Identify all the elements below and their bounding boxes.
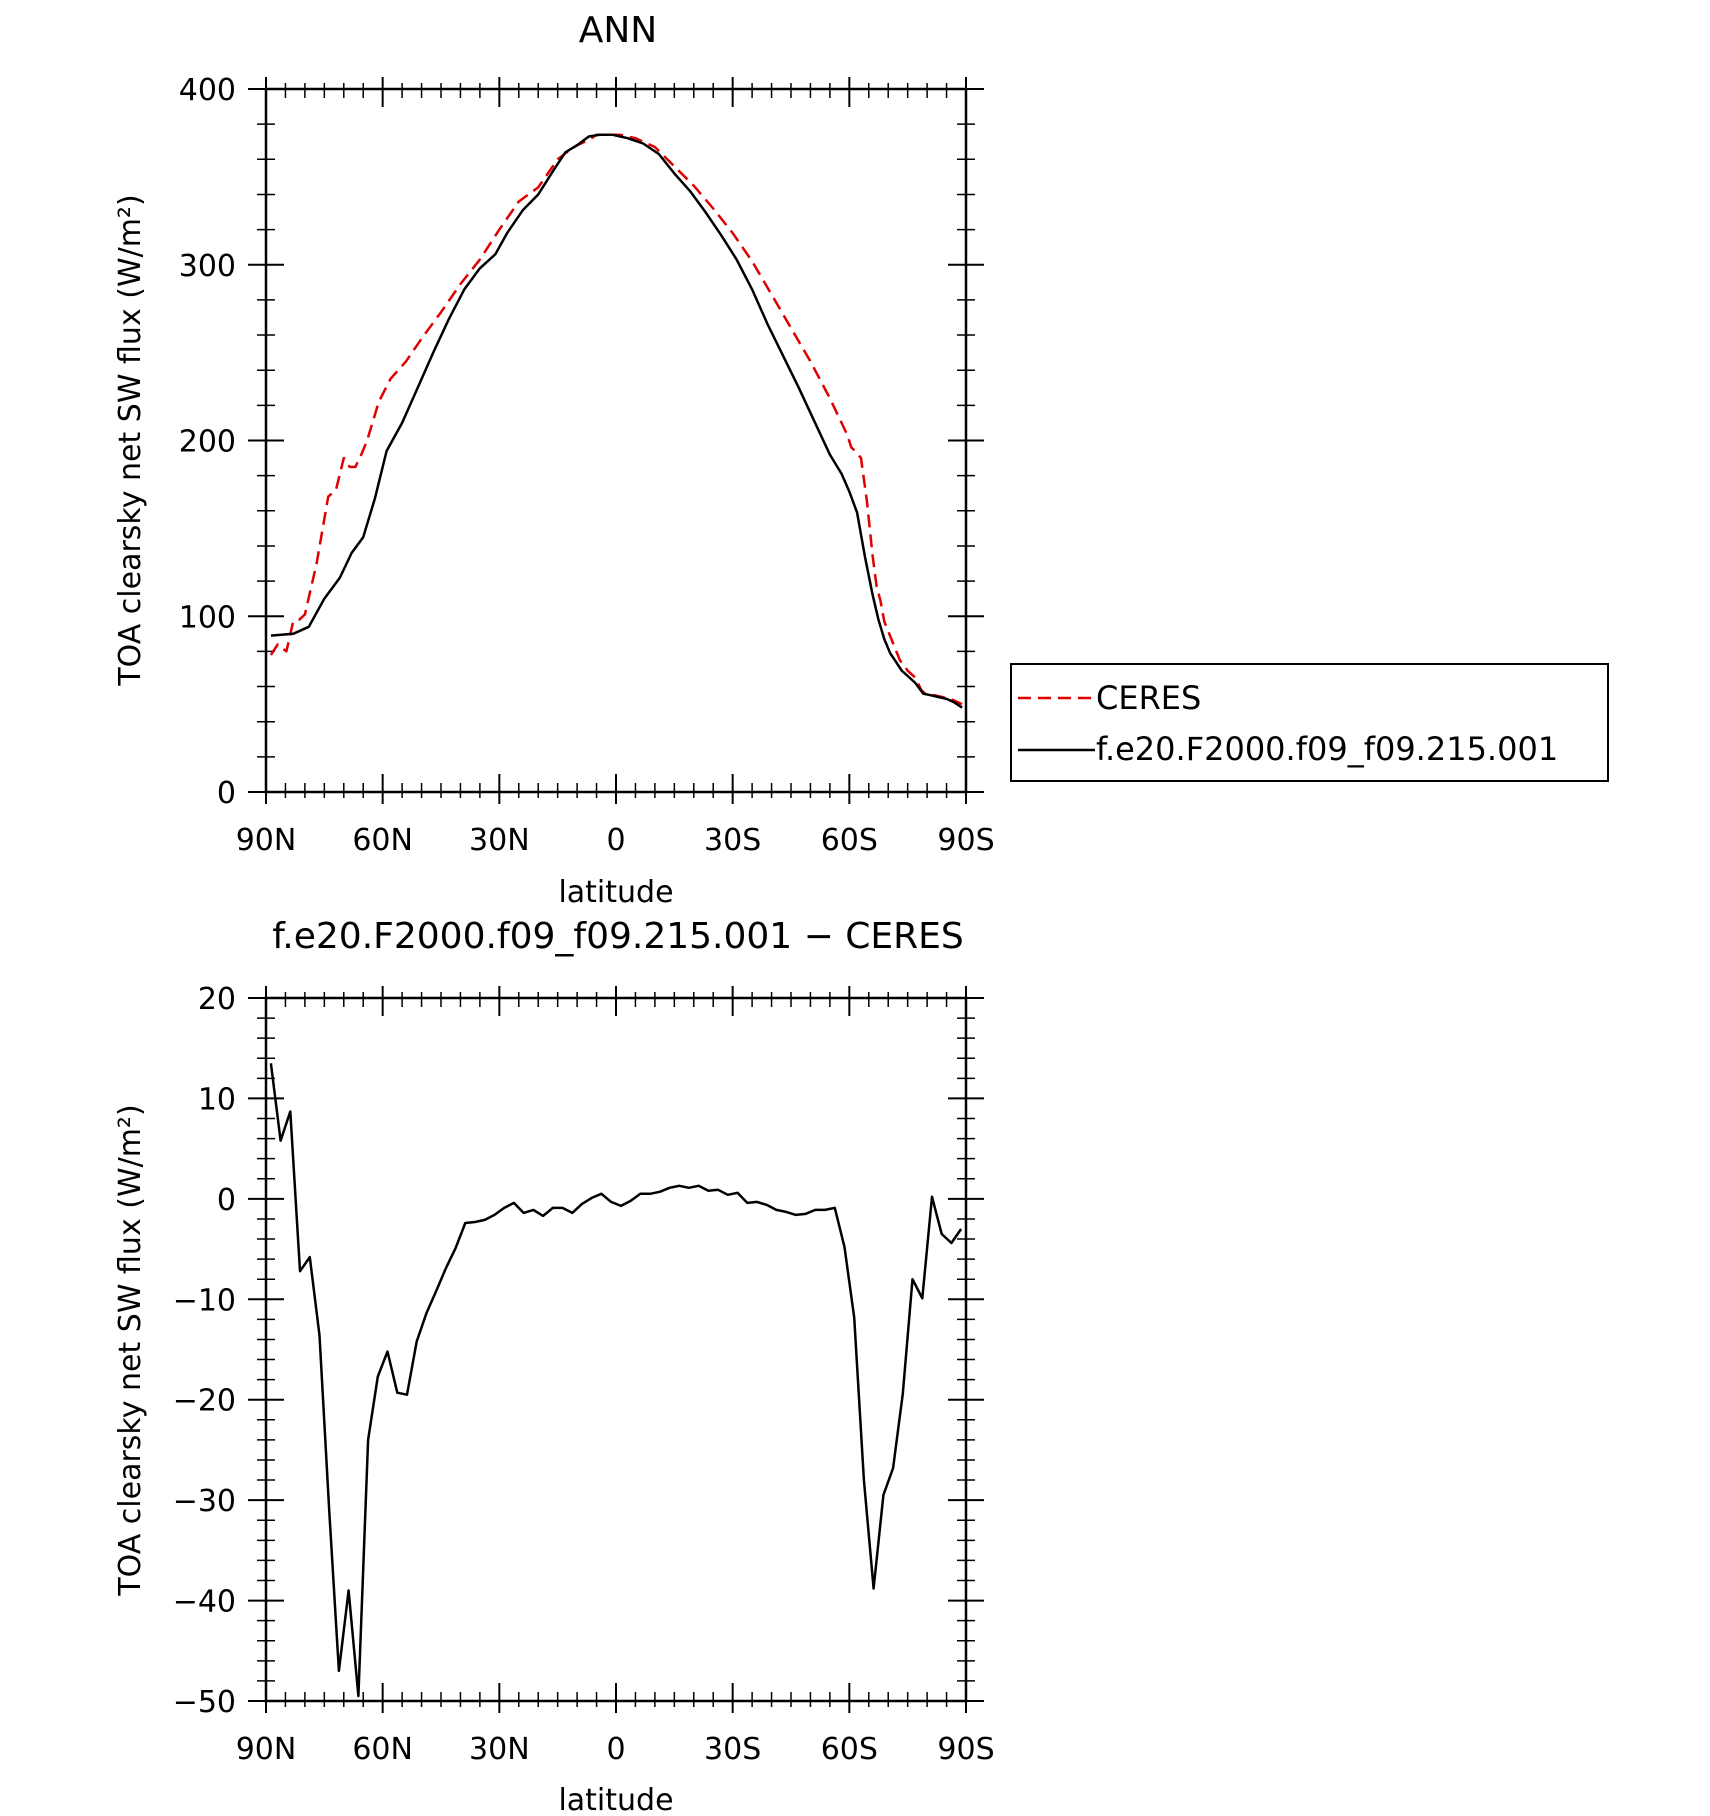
legend-model-label: f.e20.F2000.f09_f09.215.001: [1096, 730, 1558, 768]
series-line-ceres: [269, 133, 963, 706]
x-tick-label: 60N: [352, 823, 413, 858]
x-tick-label: 90S: [937, 1732, 994, 1767]
x-tick-label: 30N: [469, 823, 530, 858]
y-tick-label: −40: [173, 1585, 236, 1620]
y-tick-label: −10: [173, 1283, 236, 1318]
x-tick-label: 90S: [937, 823, 994, 858]
y-tick-label: −20: [173, 1384, 236, 1419]
y-tick-label: 400: [179, 73, 236, 108]
top-chart-x-axis-title: latitude: [558, 875, 673, 910]
top-chart-y-axis-title: TOA clearsky net SW flux (W/m²): [113, 194, 148, 686]
x-tick-label: 90N: [236, 1732, 297, 1767]
bottom-chart-panel: f.e20.F2000.f09_f09.215.001 − CERES 90N 6…: [113, 916, 995, 1816]
y-tick-label: −50: [173, 1685, 236, 1720]
y-tick-label: −30: [173, 1484, 236, 1519]
legend-box: [1010, 663, 1609, 782]
x-tick-label: 60N: [352, 1732, 413, 1767]
bottom-chart-x-tick-labels: 90N 60N 30N 0 30S 60S 90S: [236, 1732, 995, 1767]
bottom-chart-x-axis-title: latitude: [558, 1783, 673, 1816]
top-chart-lines: [269, 133, 963, 709]
y-tick-label: 10: [198, 1082, 236, 1117]
bottom-chart-ticks: [248, 986, 984, 1713]
x-tick-label: 90N: [236, 823, 297, 858]
bottom-chart-title: f.e20.F2000.f09_f09.215.001 − CERES: [272, 916, 964, 957]
x-tick-label: 60S: [821, 1732, 878, 1767]
y-tick-label: 300: [179, 249, 236, 284]
x-tick-label: 0: [606, 1732, 625, 1767]
top-chart-title: ANN: [579, 10, 658, 51]
top-chart-x-tick-labels: 90N 60N 30N 0 30S 60S 90S: [236, 823, 995, 858]
y-tick-label: 200: [179, 425, 236, 460]
y-tick-label: 100: [179, 600, 236, 635]
bottom-chart-y-axis-title: TOA clearsky net SW flux (W/m²): [113, 1104, 148, 1596]
top-chart-frame: [264, 87, 968, 794]
y-tick-label: 20: [198, 982, 236, 1017]
y-tick-label: 0: [217, 776, 236, 811]
series-line-model: [269, 1063, 963, 1698]
bottom-chart-y-tick-labels: −50 −40 −30 −20 −10 0 10 20: [173, 982, 236, 1720]
bottom-chart-frame: [264, 996, 968, 1703]
x-tick-label: 60S: [821, 823, 878, 858]
top-chart-ticks: [248, 77, 984, 804]
series-line-model: [270, 133, 963, 709]
y-tick-label: 0: [217, 1183, 236, 1218]
legend-ceres-label: CERES: [1096, 679, 1201, 717]
top-chart-panel: ANN 90N 60N 30N 0 30S 60S 90S 0 100 200 300 400 la…: [113, 10, 995, 910]
x-tick-label: 0: [606, 823, 625, 858]
x-tick-label: 30N: [469, 1732, 530, 1767]
bottom-chart-lines: [269, 1063, 963, 1698]
x-tick-label: 30S: [704, 823, 761, 858]
legend: CERES f.e20.F2000.f09_f09.215.001: [1010, 663, 1609, 782]
x-tick-label: 30S: [704, 1732, 761, 1767]
top-chart-y-tick-labels: 0 100 200 300 400: [179, 73, 236, 811]
